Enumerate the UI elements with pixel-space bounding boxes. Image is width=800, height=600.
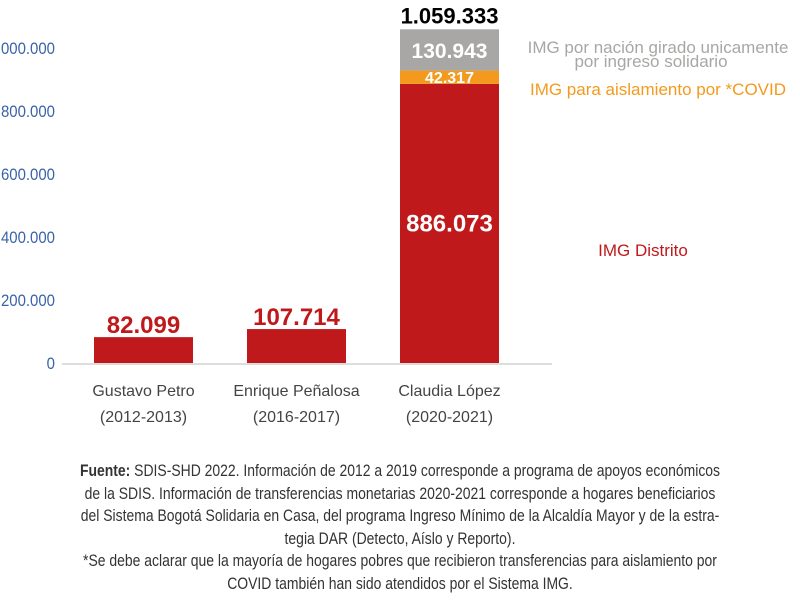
footnote-line: tegia DAR (Detecto, Aíslo y Reporto). <box>284 528 516 548</box>
x-tick-label: (2012-2013) <box>100 409 187 426</box>
x-tick-label: (2016-2017) <box>253 409 340 426</box>
y-tick-label: 400.000 <box>1 229 55 247</box>
footnote-line: *Se debe aclarar que la mayoría de hogar… <box>83 551 717 570</box>
y-tick-label: 600.000 <box>1 166 55 184</box>
y-tick-label: 200.000 <box>1 292 55 310</box>
y-tick-label: 0 <box>47 355 55 373</box>
footnote-line: Fuente: SDIS-SHD 2022. Información de 20… <box>79 461 721 480</box>
data-label: 42.317 <box>425 70 474 87</box>
bar-segment <box>247 329 346 363</box>
data-label: 107.714 <box>253 304 340 331</box>
legend-img-nacion: por ingreso solidario <box>574 52 727 71</box>
data-label: 82.099 <box>107 312 180 339</box>
y-tick-label: 800.000 <box>1 103 55 121</box>
bar-segment <box>400 29 499 71</box>
x-tick-label: Enrique Peñalosa <box>233 383 359 400</box>
x-tick-label: Gustavo Petro <box>92 383 194 400</box>
bar-segment <box>400 83 499 363</box>
footnote-line: COVID también han sido atendidos por el … <box>227 573 573 593</box>
stacked-bar-chart: 0 200.000 400.000 600.000 800.000 1.000.000 Gu… <box>0 3 789 426</box>
footnote-source-label: Fuente: <box>79 461 131 480</box>
total-label: 1.059.333 <box>401 3 499 28</box>
legend-img-nacion: IMG por nación girado unicamente <box>528 38 789 57</box>
footnote: Fuente: SDIS-SHD 2022. Información de 20… <box>0 460 800 595</box>
data-label: 886.073 <box>406 210 493 237</box>
x-tick-label: Claudia López <box>398 383 500 400</box>
footnote-line: del Sistema Bogotá Solidaria en Casa, de… <box>80 506 720 525</box>
bar-segment <box>94 337 193 363</box>
data-label: 130.943 <box>412 40 488 63</box>
bar-segment <box>400 70 499 84</box>
x-tick-label: (2020-2021) <box>406 409 493 426</box>
legend-img-covid: IMG para aislamiento por *COVID <box>530 80 786 99</box>
footnote-line: de la SDIS. Información de transferencia… <box>84 483 716 503</box>
y-tick-label: 1.000.000 <box>0 40 55 58</box>
legend-img-distrito: IMG Distrito <box>598 241 688 260</box>
